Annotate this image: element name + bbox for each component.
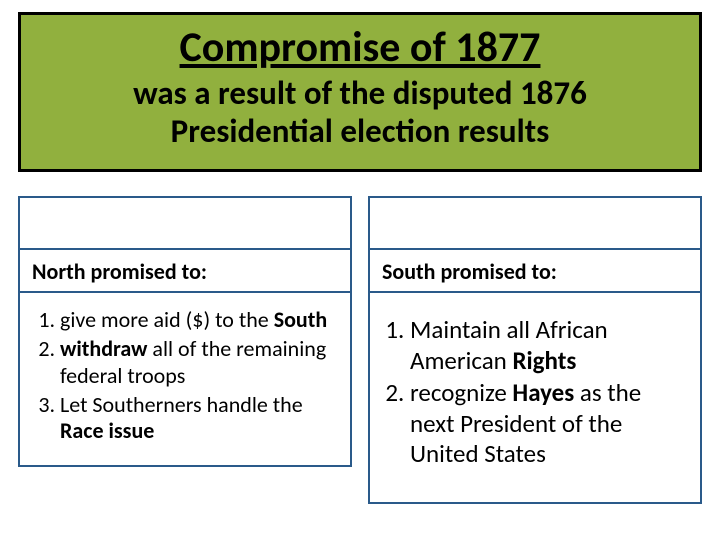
subtitle-line1: was a result of the disputed 1876: [133, 73, 587, 113]
north-column: North promised to: give more aid ($) to …: [18, 196, 352, 504]
north-spacer: [20, 198, 350, 250]
north-list: give more aid ($) to the Southwithdraw a…: [32, 307, 338, 445]
list-item-bold: Rights: [512, 345, 576, 376]
south-spacer: [370, 198, 700, 250]
list-item: withdraw all of the remaining federal tr…: [60, 336, 338, 390]
south-frame: South promised to: Maintain all African …: [368, 196, 702, 504]
list-item-bold: South: [274, 306, 327, 333]
south-list: Maintain all African American Rightsreco…: [382, 315, 688, 470]
header-block: Compromise of 1877 was a result of the d…: [18, 12, 702, 172]
subtitle-line2: Presidential election results: [171, 111, 550, 151]
list-item: Maintain all African American Rights: [410, 315, 688, 376]
south-list-cell: Maintain all African American Rightsreco…: [370, 293, 700, 502]
page-title: Compromise of 1877: [39, 25, 681, 71]
south-header-cell: South promised to:: [370, 250, 700, 293]
list-item: give more aid ($) to the South: [60, 307, 338, 334]
list-item: recognize Hayes as the next President of…: [410, 378, 688, 470]
north-frame: North promised to: give more aid ($) to …: [18, 196, 352, 467]
list-item: Let Southerners handle the Race issue: [60, 392, 338, 446]
list-item-bold: Hayes: [512, 377, 574, 408]
north-header-label: North promised to:: [32, 258, 207, 285]
list-item-bold: Race issue: [60, 417, 154, 444]
north-header-cell: North promised to:: [20, 250, 350, 293]
subtitle: was a result of the disputed 1876 Presid…: [39, 75, 681, 151]
north-list-cell: give more aid ($) to the Southwithdraw a…: [20, 293, 350, 465]
south-header-label: South promised to:: [382, 258, 557, 285]
south-column: South promised to: Maintain all African …: [368, 196, 702, 504]
columns-container: North promised to: give more aid ($) to …: [18, 196, 702, 504]
list-item-bold: withdraw: [60, 335, 147, 362]
